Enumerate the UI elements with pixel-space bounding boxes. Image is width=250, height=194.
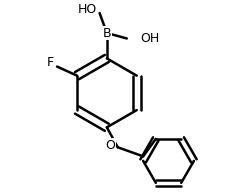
Text: O: O: [106, 139, 116, 152]
Text: B: B: [102, 27, 111, 40]
Text: F: F: [46, 56, 54, 69]
Text: OH: OH: [140, 32, 160, 45]
Text: HO: HO: [78, 3, 98, 16]
